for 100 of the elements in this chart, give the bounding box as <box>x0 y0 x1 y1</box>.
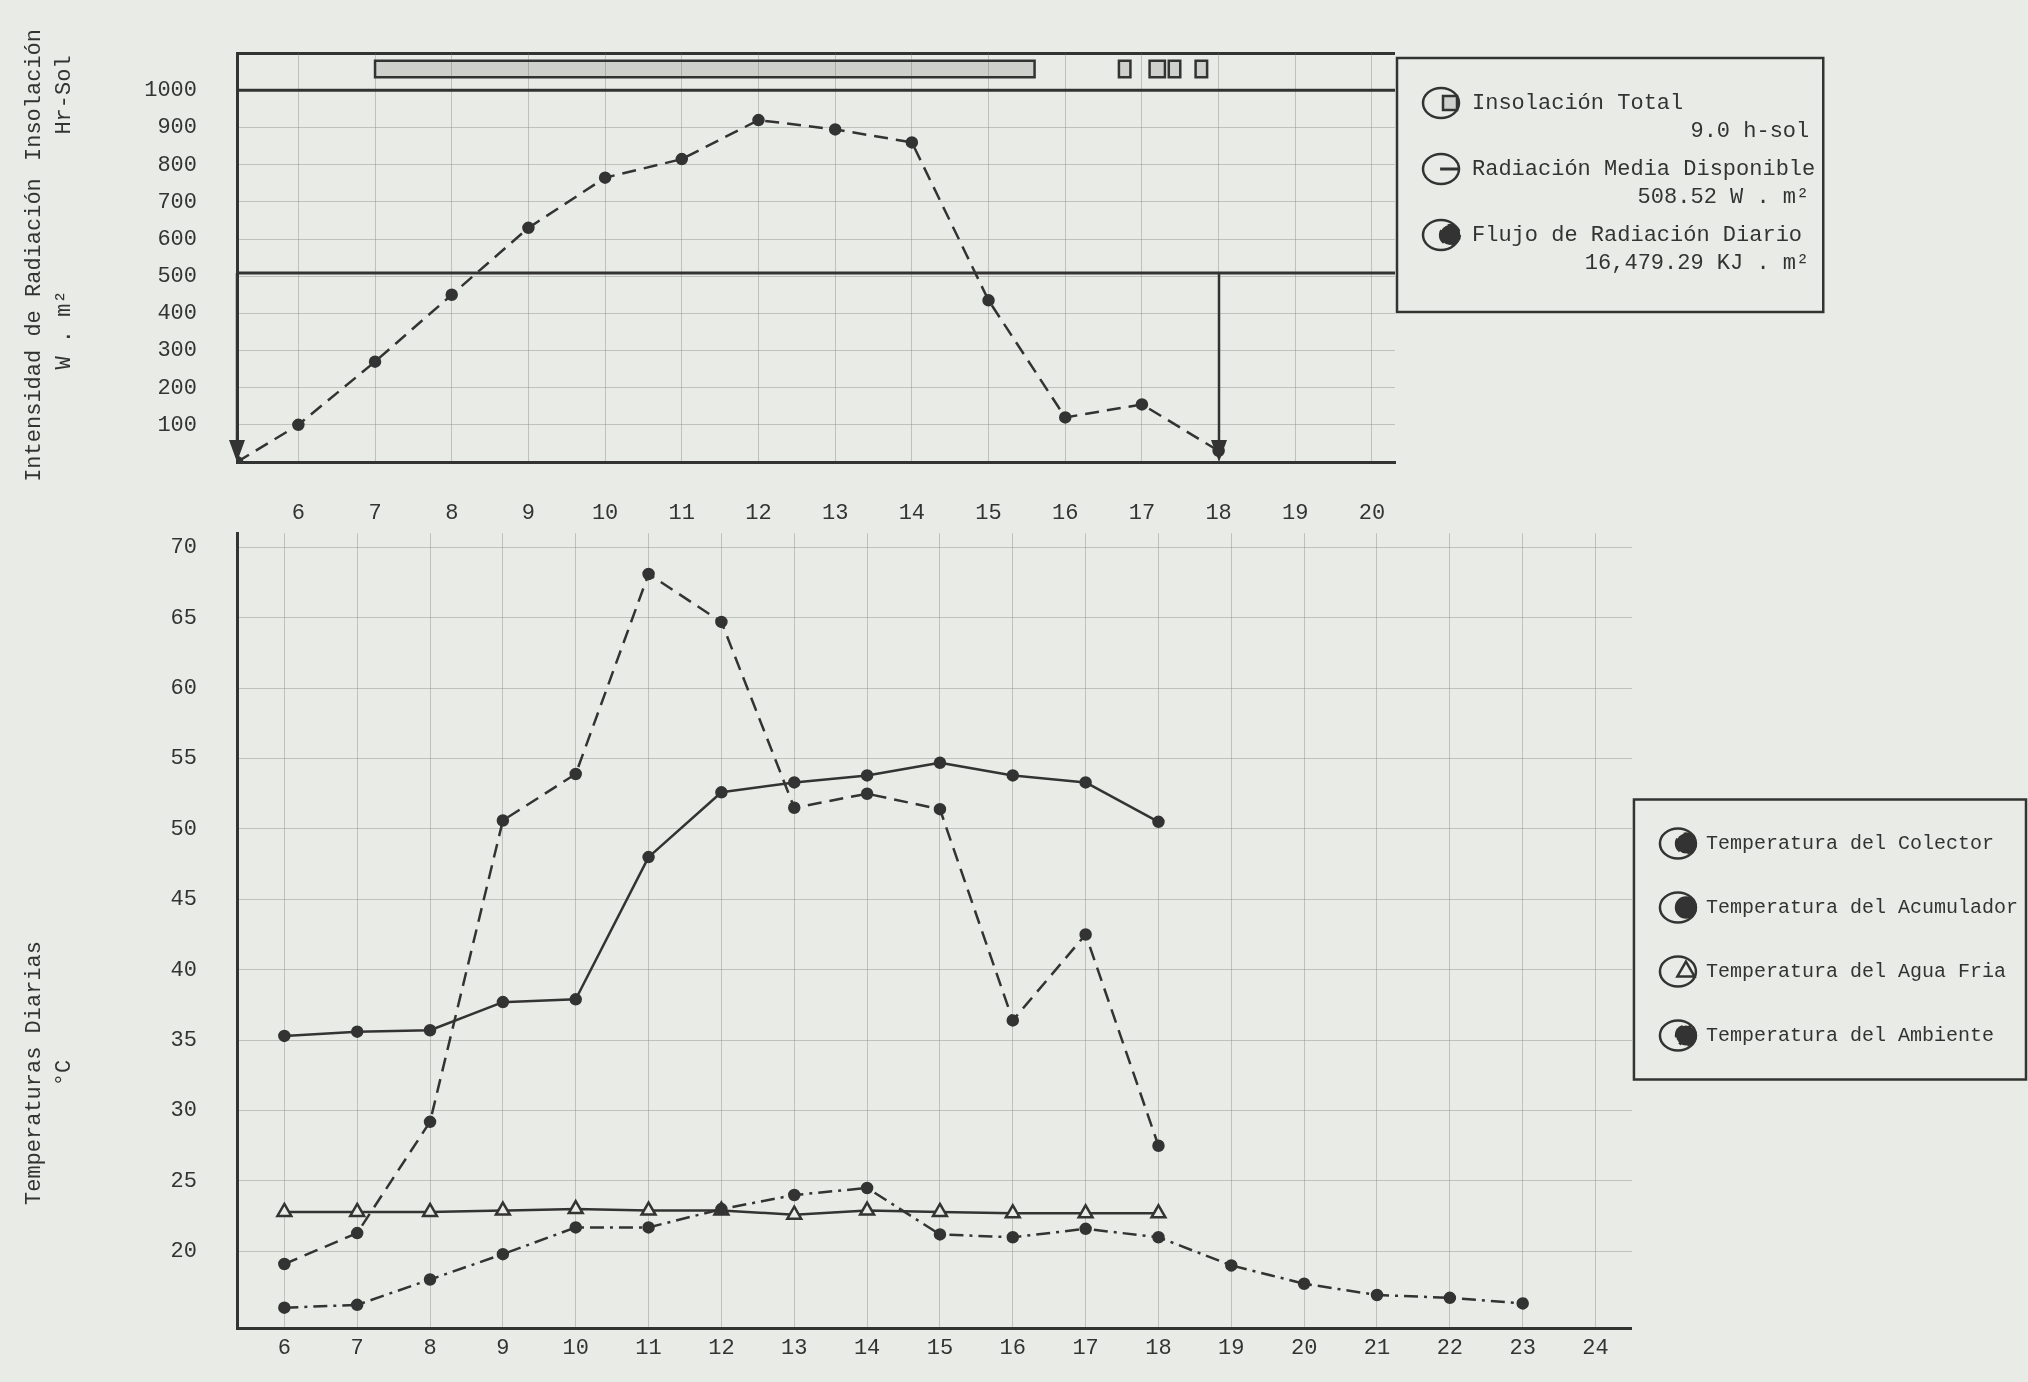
point <box>278 1301 291 1314</box>
point <box>1006 769 1020 782</box>
y-tick-label: 400 <box>157 301 197 327</box>
point <box>1006 1231 1020 1244</box>
y-tick-label: 1000 <box>144 78 197 104</box>
x-tick-label: 18 <box>1145 1335 1172 1361</box>
y-tick-label: 45 <box>170 887 197 913</box>
x-tick-label: 21 <box>1363 1335 1391 1361</box>
x-tick-label: 16 <box>1052 501 1079 527</box>
point <box>860 1181 874 1195</box>
x-tick-label: 23 <box>1509 1335 1536 1361</box>
point <box>675 152 689 166</box>
legend-label: Temperatura del Colector <box>1705 831 1994 855</box>
point <box>1152 1231 1165 1244</box>
point <box>828 123 842 136</box>
y-tick-label: 60 <box>170 675 197 701</box>
point <box>1152 1139 1165 1152</box>
point <box>292 418 305 432</box>
point <box>642 850 655 864</box>
legend-label: Temperatura del Acumulador <box>1705 895 2019 919</box>
point <box>567 1199 584 1215</box>
point <box>522 221 535 235</box>
point <box>496 814 510 827</box>
point <box>423 1024 437 1037</box>
x-tick-label: 6 <box>277 1335 291 1361</box>
legend-label: Flujo de Radiación Diario <box>1472 222 1803 248</box>
y-tick-label: 100 <box>157 412 197 438</box>
x-tick-label: 6 <box>291 501 305 527</box>
x-tick-label: 19 <box>1282 501 1309 527</box>
x-tick-label: 7 <box>350 1335 364 1361</box>
y-tick-label: 70 <box>170 535 197 561</box>
point <box>642 1221 655 1234</box>
x-tick-label: 14 <box>898 501 926 527</box>
point <box>933 802 947 816</box>
y-tick-label: 800 <box>157 152 197 178</box>
point <box>569 767 582 781</box>
point <box>496 995 510 1009</box>
point <box>1370 1288 1384 1302</box>
text: Insolación Hr-Sol <box>21 28 78 162</box>
point <box>1135 398 1149 411</box>
point <box>349 1202 366 1218</box>
x-tick-label: 8 <box>423 1335 437 1361</box>
point <box>1058 411 1072 424</box>
point <box>860 769 874 782</box>
x-tick-label: 20 <box>1290 1335 1318 1361</box>
point <box>598 171 612 184</box>
point <box>350 1025 364 1038</box>
y-axis-title: Temperaturas Diarias °C <box>21 940 78 1206</box>
point <box>350 1298 364 1312</box>
point <box>786 1205 803 1220</box>
x-tick-label: 15 <box>975 501 1002 527</box>
x-tick-label: 24 <box>1582 1335 1609 1361</box>
x-tick-label: 13 <box>821 501 849 527</box>
point <box>640 1201 657 1216</box>
point <box>933 756 947 769</box>
point <box>1152 815 1165 829</box>
legend-label: Radiación Media Disponible <box>1472 156 1816 182</box>
x-tick-label: 17 <box>1072 1335 1099 1361</box>
point <box>1079 928 1092 941</box>
point <box>1004 1204 1021 1219</box>
point <box>715 615 728 629</box>
text: 9.0 h-sol <box>1690 118 1810 144</box>
point <box>933 1228 947 1241</box>
point <box>569 993 582 1006</box>
y-tick-label: 600 <box>157 226 197 252</box>
x-tick-label: 17 <box>1128 501 1156 527</box>
point <box>1516 1297 1529 1310</box>
x-tick-label: 14 <box>853 1335 881 1361</box>
point <box>350 1226 364 1240</box>
y-tick-label: 40 <box>170 957 197 983</box>
point <box>278 1257 291 1271</box>
point <box>860 787 874 800</box>
point <box>494 1201 512 1216</box>
y-tick-label: 25 <box>170 1168 197 1194</box>
x-tick-label: 9 <box>496 1335 510 1361</box>
y-tick-label: 50 <box>170 816 197 842</box>
point <box>931 1202 949 1218</box>
x-tick-label: 15 <box>926 1335 954 1361</box>
point <box>445 288 458 302</box>
point <box>788 801 801 815</box>
point <box>276 1202 293 1218</box>
point <box>1077 1204 1094 1219</box>
x-tick-label: 10 <box>562 1335 589 1361</box>
text: 16,479.29 KJ . m² <box>1584 250 1810 276</box>
text: 508.52 W . m² <box>1637 184 1810 210</box>
legend-label: Temperatura del Ambiente <box>1705 1023 1994 1047</box>
y-tick-label: 300 <box>157 338 197 364</box>
point <box>1079 776 1092 789</box>
x-tick-label: 9 <box>521 501 536 527</box>
y-tick-label: 20 <box>170 1239 197 1265</box>
x-tick-label: 11 <box>635 1335 662 1361</box>
y-tick-label: 200 <box>157 375 197 401</box>
point <box>905 136 919 149</box>
point <box>278 1029 291 1043</box>
legend-label: Temperatura del Agua Fria <box>1705 959 2007 983</box>
point <box>496 1247 510 1261</box>
y-tick-label: 65 <box>170 605 197 631</box>
point <box>569 1221 582 1234</box>
x-tick-label: 16 <box>999 1335 1026 1361</box>
point <box>423 1273 437 1286</box>
